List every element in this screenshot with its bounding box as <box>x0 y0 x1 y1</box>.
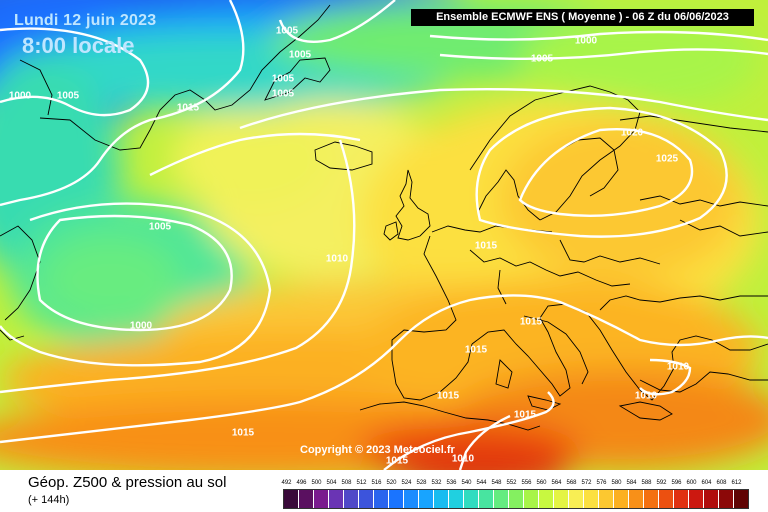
legend-swatch <box>539 490 553 508</box>
legend-tick-label: 612 <box>731 480 742 486</box>
legend-tick-label: 592 <box>656 480 667 486</box>
coastlines <box>0 4 768 431</box>
legend-tick-label: 608 <box>716 480 727 486</box>
isobar-label: 1010 <box>451 453 475 465</box>
legend-tick-label: 572 <box>581 480 592 486</box>
legend-tick-label: 540 <box>461 480 472 486</box>
isobar-label: 1025 <box>655 153 679 165</box>
isobar-label: 1000 <box>574 35 598 47</box>
isobar-label: 1005 <box>271 88 295 100</box>
isobar-label: 1005 <box>275 25 299 37</box>
legend-swatch <box>494 490 508 508</box>
weather-map: Lundi 12 juin 2023 8:00 locale Ensemble … <box>0 0 768 470</box>
legend-swatch <box>479 490 493 508</box>
isobar-label: 1015 <box>436 390 460 402</box>
isobar-label: 1015 <box>231 427 255 439</box>
legend-swatch <box>524 490 538 508</box>
color-scale-bar <box>283 489 749 509</box>
legend-swatch <box>404 490 418 508</box>
legend-tick-label: 528 <box>416 480 427 486</box>
legend-swatch <box>584 490 598 508</box>
isobar-label: 1005 <box>530 53 554 65</box>
legend-tick-label: 548 <box>491 480 502 486</box>
legend-tick-label: 584 <box>626 480 637 486</box>
legend-swatch <box>359 490 373 508</box>
variable-title: Géop. Z500 & pression au sol <box>28 474 227 491</box>
legend-swatch <box>299 490 313 508</box>
forecast-date: Lundi 12 juin 2023 <box>14 12 157 29</box>
legend-tick-label: 500 <box>311 480 322 486</box>
isobar-label: 1005 <box>148 221 172 233</box>
legend-tick-label: 524 <box>401 480 412 486</box>
legend-tick-label: 580 <box>611 480 622 486</box>
legend-tick-label: 604 <box>701 480 712 486</box>
legend-swatch <box>629 490 643 508</box>
legend-swatch <box>344 490 358 508</box>
legend-swatch <box>374 490 388 508</box>
legend-swatch <box>689 490 703 508</box>
legend-tick-label: 520 <box>386 480 397 486</box>
isobar-label: 1000 <box>129 320 153 332</box>
legend-swatch <box>569 490 583 508</box>
legend-tick-label: 560 <box>536 480 547 486</box>
legend-tick-label: 532 <box>431 480 442 486</box>
legend-tick-label: 516 <box>371 480 382 486</box>
forecast-local-time: 8:00 locale <box>22 33 135 58</box>
legend-swatch <box>464 490 478 508</box>
legend-swatch <box>449 490 463 508</box>
legend-swatch <box>734 490 748 508</box>
legend-swatch <box>434 490 448 508</box>
legend-tick-label: 536 <box>446 480 457 486</box>
geopotential-field <box>0 0 768 470</box>
legend-tick-label: 600 <box>686 480 697 486</box>
legend-tick-label: 504 <box>326 480 337 486</box>
legend-tick-label: 564 <box>551 480 562 486</box>
isobar-label: 1015 <box>519 316 543 328</box>
legend-swatch <box>674 490 688 508</box>
legend-tick-label: 544 <box>476 480 487 486</box>
isobar-label: 1010 <box>666 361 690 373</box>
legend-swatch <box>719 490 733 508</box>
isobar-label: 1015 <box>385 455 409 467</box>
legend-swatch <box>614 490 628 508</box>
legend-tick-label: 576 <box>596 480 607 486</box>
isobar-label: 1020 <box>620 127 644 139</box>
isobar-label: 1010 <box>634 390 658 402</box>
legend-tick-label: 552 <box>506 480 517 486</box>
legend-swatch <box>509 490 523 508</box>
isobar-label: 1005 <box>56 90 80 102</box>
isobar-label: 1005 <box>288 49 312 61</box>
forecast-hour: (+ 144h) <box>28 494 70 506</box>
isobar-label: 1000 <box>8 90 32 102</box>
legend-swatch <box>659 490 673 508</box>
isobar-label: 1010 <box>325 253 349 265</box>
isobars <box>0 0 768 470</box>
legend-tick-label: 496 <box>296 480 307 486</box>
isobar-label: 1015 <box>474 240 498 252</box>
isobar-label: 1015 <box>176 102 200 114</box>
legend-swatch <box>554 490 568 508</box>
legend-swatch <box>599 490 613 508</box>
isobar-label: 1015 <box>513 409 537 421</box>
legend-tick-label: 556 <box>521 480 532 486</box>
legend-tick-label: 492 <box>281 480 292 486</box>
legend-swatch <box>389 490 403 508</box>
copyright-notice: Copyright © 2023 Meteociel.fr <box>300 444 455 456</box>
legend-swatch <box>284 490 298 508</box>
legend-swatch <box>419 490 433 508</box>
isobar-label: 1005 <box>271 73 295 85</box>
legend-swatch <box>329 490 343 508</box>
isobar-label: 1015 <box>464 344 488 356</box>
legend-tick-label: 596 <box>671 480 682 486</box>
map-footer: Géop. Z500 & pression au sol (+ 144h) 49… <box>0 470 768 512</box>
legend-tick-label: 512 <box>356 480 367 486</box>
legend-swatch <box>704 490 718 508</box>
legend-tick-label: 568 <box>566 480 577 486</box>
legend-swatch <box>644 490 658 508</box>
legend-tick-label: 508 <box>341 480 352 486</box>
model-run-banner: Ensemble ECMWF ENS ( Moyenne ) - 06 Z du… <box>411 9 754 26</box>
legend-swatch <box>314 490 328 508</box>
legend-tick-label: 588 <box>641 480 652 486</box>
